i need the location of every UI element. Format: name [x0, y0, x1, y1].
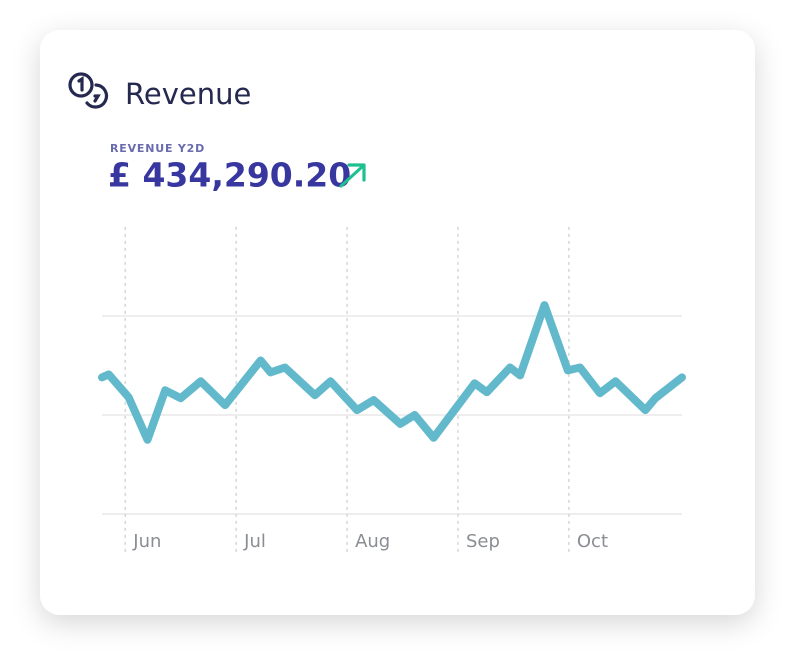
- trend-arrow: [339, 163, 366, 188]
- card-title: Revenue: [125, 77, 251, 111]
- card: [40, 30, 755, 615]
- plot: Jun Jul Aug Sep Oct: [98, 226, 686, 555]
- kpi-label: REVENUE Y2D: [110, 142, 205, 155]
- coins-icon: [68, 72, 109, 109]
- x-tick-label: Sep: [466, 531, 500, 552]
- line: [98, 301, 686, 444]
- x-tick-label: Jun: [132, 531, 161, 552]
- x-tick-label: Aug: [355, 531, 390, 552]
- x-tick-label: Jul: [243, 531, 266, 552]
- x-tick-label: Oct: [577, 531, 608, 552]
- kpi-value: £ 434,290.20: [108, 156, 351, 195]
